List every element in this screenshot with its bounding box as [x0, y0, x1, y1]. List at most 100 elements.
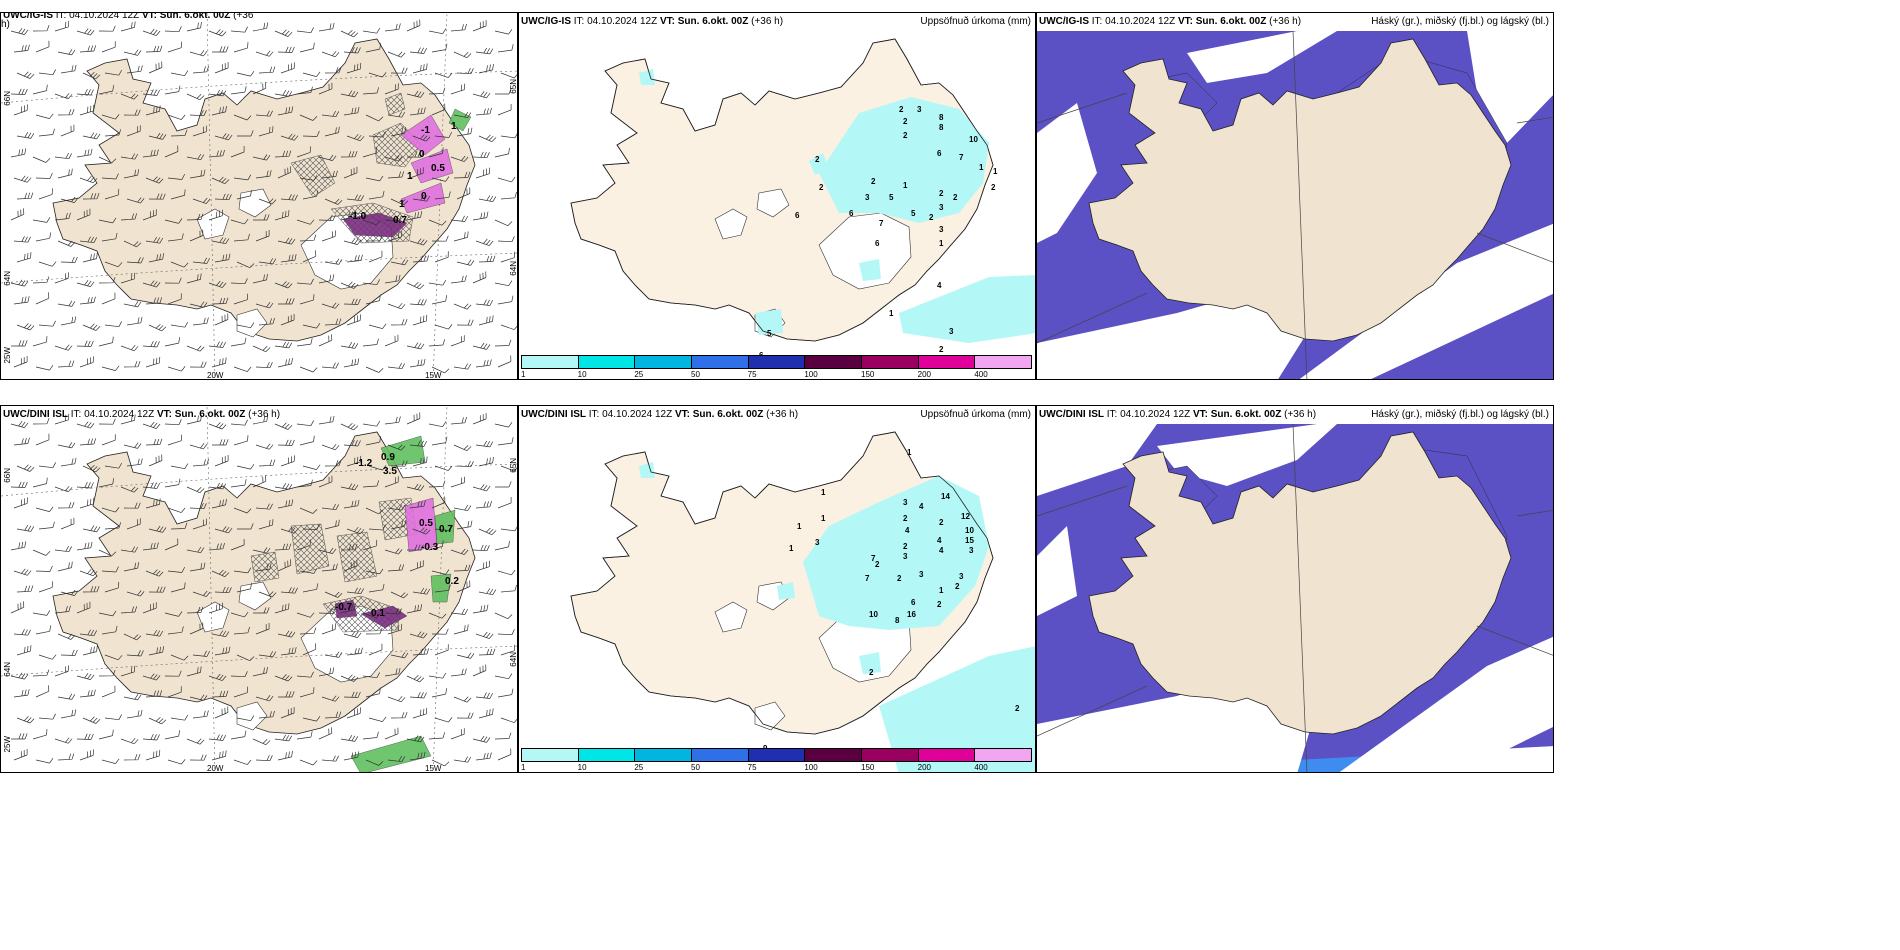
lon-label-20: 20W	[207, 764, 224, 773]
lat-label-66: 66N	[3, 91, 12, 106]
precip-value-label: 2	[991, 183, 996, 192]
lead-wrap: h)	[1, 19, 10, 30]
model-label: UWC/IG-IS	[3, 12, 53, 21]
precip-value-label: 2	[953, 193, 958, 202]
colorbar-tick-label: 400	[974, 763, 988, 772]
lead-label: (+36 h)	[766, 409, 799, 420]
map-panel-r1c3: UWC/IG-IS IT: 04.10.2024 12Z VT: Sun. 6.…	[1036, 12, 1554, 380]
precip-value-label: 8	[939, 123, 944, 132]
colorbar-swatch	[521, 748, 579, 762]
hatched-area	[250, 551, 280, 583]
colorbar-tick-label: 1	[521, 370, 526, 379]
lon-label-20: 20W	[207, 371, 224, 380]
colorbar-swatch	[521, 355, 579, 369]
coastline	[570, 38, 994, 342]
precip-value-label: 2	[897, 574, 902, 583]
colorbar-swatch	[691, 355, 749, 369]
wind-barbs	[10, 412, 517, 767]
glacier-area	[714, 208, 748, 240]
colorbar-swatch	[804, 748, 862, 762]
wind-value-label: 1	[399, 199, 405, 210]
precip-value-label: 5	[889, 193, 894, 202]
colorbar-tick-label: 10	[577, 370, 587, 379]
lead-label: (+36 h)	[751, 16, 784, 27]
precip-value-label: 6	[849, 209, 854, 218]
wind-value-label: -1.2	[355, 458, 373, 469]
precip-value-label: 4	[939, 546, 944, 555]
map-panel-r1c1: UWC/IG-IS IT: 04.10.2024 12Z VT: Sun. 6.…	[0, 12, 518, 380]
precip-value-label: 14	[941, 492, 950, 501]
glacier-area	[236, 701, 268, 731]
precip-value-label: 2	[939, 189, 944, 198]
precip-value-label: 2	[955, 582, 960, 591]
precip-value-label: 2	[1015, 704, 1020, 713]
precip-value-label: 1	[821, 488, 826, 497]
precip-value-label: 3	[919, 570, 924, 579]
precip-value-label: 1	[907, 448, 912, 457]
wind-shading	[342, 108, 472, 238]
wind-value-label: -0.7	[335, 602, 353, 613]
it-label: IT: 04.10.2024 12Z	[588, 409, 673, 420]
iceland-landmass	[52, 38, 476, 342]
precip-value-label: 1	[939, 239, 944, 248]
precip-value-label: 4	[919, 502, 924, 511]
colorbar-tick-label: 50	[691, 763, 700, 772]
colorbar-tick-label: 150	[861, 763, 875, 772]
precip-value-label: 3	[903, 498, 908, 507]
colorbar-swatch	[917, 355, 976, 369]
precip-value-label: 6	[875, 239, 880, 248]
wind-value-label: 0	[419, 149, 425, 160]
precip-value-label: 3	[949, 327, 954, 336]
precip-value-label: 4	[937, 281, 942, 290]
coastline	[570, 431, 994, 735]
colorbar-tick-label: 200	[917, 370, 932, 379]
panel-title: UWC/DINI ISL IT: 04.10.2024 12Z VT: Sun.…	[1039, 409, 1316, 421]
colorbar-swatch	[974, 355, 1032, 369]
model-label: UWC/IG-IS	[1039, 16, 1089, 27]
precip-value-label: 7	[865, 574, 870, 583]
precip-value-label: 8	[895, 616, 900, 625]
precip-value-label: 1	[797, 522, 802, 531]
precip-value-label: 2	[871, 177, 876, 186]
it-label: IT: 04.10.2024 12Z	[70, 409, 155, 420]
model-label: UWC/DINI ISL	[1039, 409, 1104, 420]
vt-label: VT: Sun. 6.okt. 00Z	[1177, 16, 1267, 27]
colorbar-swatch	[917, 748, 976, 762]
colorbar-tick-label: 1	[521, 763, 526, 772]
wind-shading	[334, 435, 456, 772]
lat-label-64r: 64N	[509, 261, 518, 276]
precip-map-svg	[570, 38, 1035, 343]
wind-value-label: 0.5	[431, 163, 445, 174]
wind-value-label: 0.9	[381, 452, 395, 463]
colorbar-swatch	[974, 748, 1032, 762]
precip-value-label: 10	[869, 610, 878, 619]
hatched-area	[290, 523, 330, 575]
colorbar-swatch	[634, 355, 692, 369]
cloud-map-svg	[1037, 13, 1553, 379]
field-label: Háský (gr.), miðský (fj.bl.) og lágský (…	[1371, 16, 1549, 27]
precip-value-label: 2	[899, 105, 904, 114]
iceland-landmass	[1088, 431, 1512, 735]
map-panel-r2c2: UWC/DINI ISL IT: 04.10.2024 12Z VT: Sun.…	[518, 405, 1036, 773]
colorbar-swatch	[747, 748, 806, 762]
precip-colorbar: 1 10 25 50 75 100 150 200 400	[521, 748, 1032, 772]
colorbar-swatch	[861, 748, 919, 762]
field-label: Uppsöfnuð úrkoma (mm)	[920, 16, 1031, 27]
glacier-area	[196, 601, 230, 633]
colorbar-tick-label: 100	[804, 763, 818, 772]
lon-label-15: 15W	[425, 764, 442, 773]
precip-value-label: 3	[969, 546, 974, 555]
colorbar-swatch	[747, 355, 806, 369]
lat-label-65r: 65N	[509, 458, 518, 473]
colorbar-tick-label: 10	[577, 763, 587, 772]
wind-value-label: 0.2	[445, 576, 459, 587]
colorbar-tick-label: 50	[691, 370, 700, 379]
lat-label-64r: 64N	[509, 652, 518, 667]
model-label: UWC/DINI ISL	[3, 409, 68, 420]
precip-map-svg	[570, 431, 1035, 772]
precip-value-label: 3	[917, 105, 922, 114]
glacier-area	[714, 601, 748, 633]
precip-value-label: 1	[903, 181, 908, 190]
precip-value-label: 10	[969, 135, 978, 144]
precip-value-label: 12	[961, 512, 970, 521]
